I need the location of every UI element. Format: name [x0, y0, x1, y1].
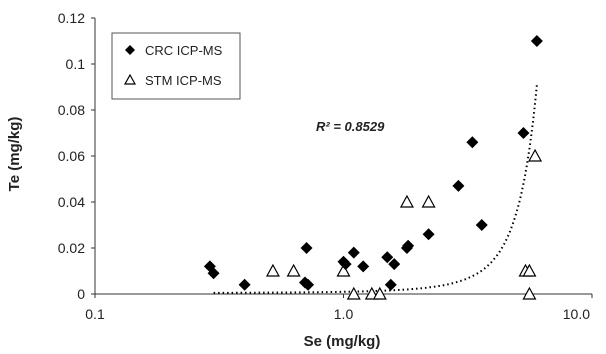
legend-triangle-icon [123, 73, 137, 85]
tick-labels: 0 0.02 0.04 0.06 0.08 0.1 0.12 0.1 1.0 10.0 [58, 10, 593, 322]
data-points [203, 35, 543, 300]
y-tick-label: 0.04 [58, 194, 85, 210]
point-crc [517, 127, 530, 139]
point-crc [384, 278, 397, 291]
point-stm [522, 286, 537, 300]
x-tick-label: 0.1 [85, 306, 105, 322]
y-axis-label: Te (mg/kg) [6, 117, 23, 192]
point-crc [207, 267, 220, 280]
point-crc [357, 260, 370, 273]
y-tick-label: 0.1 [66, 56, 86, 72]
legend-label-stm: STM ICP-MS [145, 73, 222, 88]
point-crc [422, 228, 435, 241]
point-crc [452, 179, 465, 192]
point-crc [475, 219, 488, 231]
point-crc [238, 278, 251, 291]
r-squared-annotation: R² = 0.8529 [316, 119, 385, 134]
point-stm [421, 194, 436, 208]
point-crc [402, 239, 415, 252]
point-crc [300, 242, 313, 254]
y-tick-label: 0.08 [58, 102, 85, 118]
point-stm [522, 263, 537, 277]
point-crc [381, 251, 394, 264]
point-stm [336, 263, 351, 277]
x-axis-label: Se (mg/kg) [304, 333, 381, 350]
point-crc [347, 246, 360, 259]
x-tick-label: 10.0 [563, 306, 590, 322]
point-crc [388, 258, 401, 271]
point-crc [302, 278, 315, 291]
legend-box [111, 32, 241, 100]
x-tick-label: 1.0 [334, 306, 354, 322]
point-crc [339, 258, 352, 271]
point-crc [530, 35, 543, 47]
legend-diamond-icon [125, 45, 135, 55]
point-stm [528, 148, 543, 162]
y-tick-label: 0.12 [58, 10, 85, 26]
point-stm [286, 263, 301, 277]
point-stm [372, 286, 387, 300]
y-tick-label: 0.02 [58, 240, 85, 256]
point-stm [399, 194, 414, 208]
point-stm [265, 263, 280, 277]
point-stm [346, 286, 361, 300]
y-tick-label: 0.06 [58, 148, 85, 164]
y-tick-label: 0 [77, 286, 85, 302]
trendline [213, 84, 538, 294]
legend: CRC ICP-MS STM ICP-MS [111, 32, 241, 100]
legend-label-crc: CRC ICP-MS [145, 43, 223, 58]
point-crc [466, 136, 479, 149]
